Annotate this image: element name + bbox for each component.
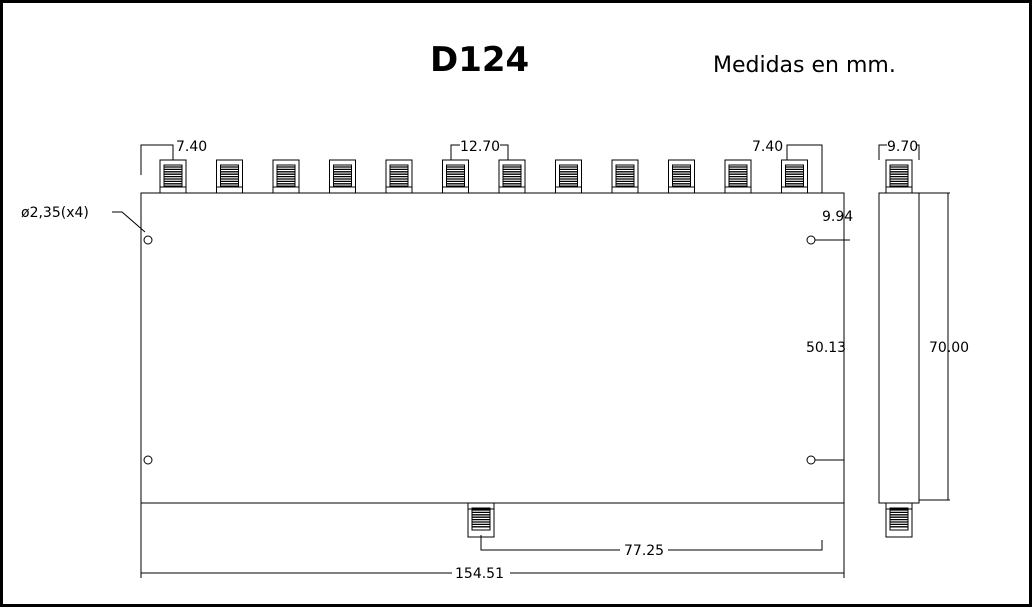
output-connector-3 [272,159,300,194]
output-connector-4 [329,159,356,194]
side-input-connector [885,502,913,538]
side-output-connector [885,159,913,194]
side-connectors [885,159,913,538]
mount-hole-top-right [806,235,816,245]
output-connector-5 [385,159,413,194]
dim-body-height: 70.00 [929,340,969,356]
input-connector [467,502,495,538]
dim-hole-offset: 9.94 [822,209,853,225]
dim-hole-spec: ø2,35(x4) [21,205,89,221]
divider-body-side [878,192,920,504]
dim-overall-length: 154.51 [455,566,504,582]
output-connectors [159,159,808,194]
input-connector-front [467,502,495,538]
output-connector-2 [216,159,243,194]
mount-hole-bottom-right [806,455,816,465]
mount-hole-top-left [143,235,153,245]
output-connector-6 [442,159,469,194]
units-note: Medidas en mm. [713,53,896,78]
mount-hole-bottom-left [143,455,153,465]
output-connector-7 [498,159,526,194]
dim-center-pitch: 12.70 [460,139,500,155]
dim-hole-spacing: 50.13 [806,340,846,356]
output-connector-11 [724,159,752,194]
dim-input-offset: 77.25 [624,543,664,559]
dim-side-width: 9.70 [887,139,918,155]
part-number-title: D124 [430,40,530,80]
divider-body-front [140,192,845,504]
output-connector-9 [611,159,639,194]
output-connector-10 [668,159,695,194]
output-connector-8 [555,159,582,194]
dim-left-pitch: 7.40 [176,139,207,155]
dim-right-pitch: 7.40 [752,139,783,155]
output-connector-1 [159,159,187,194]
output-connector-12 [781,159,808,194]
